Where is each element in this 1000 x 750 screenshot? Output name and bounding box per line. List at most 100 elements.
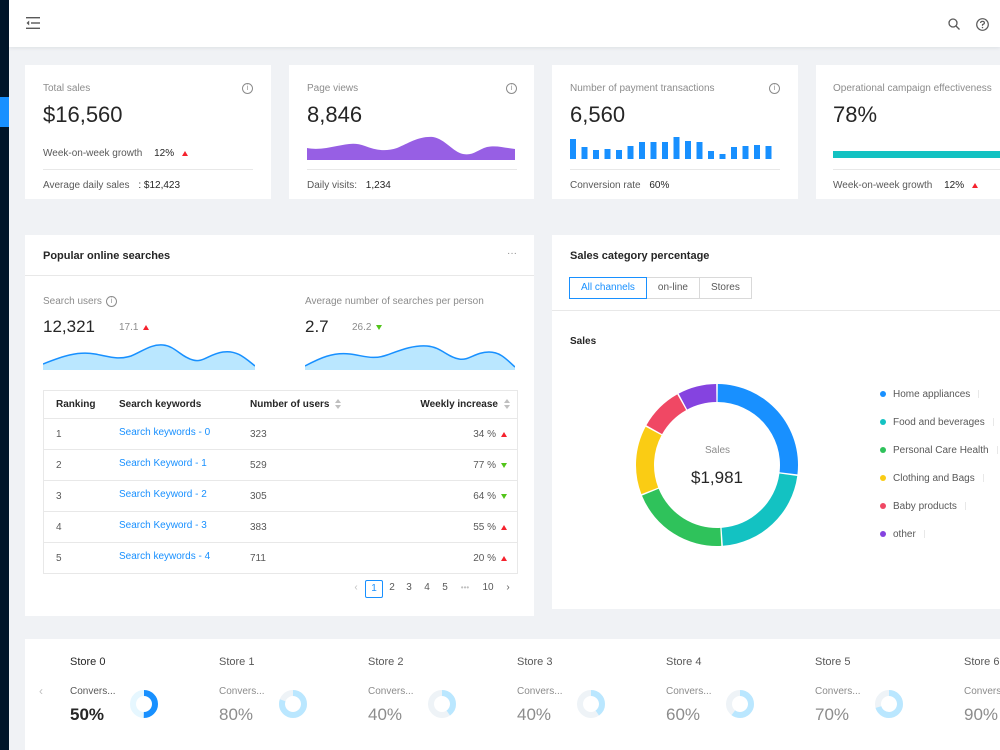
page-1-button[interactable]: 1 xyxy=(365,580,383,598)
donut-slice-home-appliances[interactable] xyxy=(717,384,798,475)
legend-dot xyxy=(880,447,886,454)
page-3-button[interactable]: 3 xyxy=(406,582,412,593)
sort-icon[interactable] xyxy=(504,399,510,410)
pagination-ellipsis[interactable]: ••• xyxy=(460,583,470,592)
campaign-wow-label: Week-on-week growth xyxy=(833,180,933,191)
store-conversion-ring xyxy=(130,690,158,718)
table-row: 2 Search Keyword - 1 529 77 % xyxy=(44,450,517,481)
tab-all-channels[interactable]: All channels xyxy=(569,277,647,299)
conversion-rate-value: 60% xyxy=(649,180,670,191)
sales-category-card: Sales category percentage All channels o… xyxy=(552,235,1000,609)
search-users-value: 12,321 xyxy=(43,317,95,336)
avg-searches-change-value: 26.2 xyxy=(352,322,372,333)
store-conversion-value: 80% xyxy=(219,705,254,724)
divider xyxy=(570,169,780,170)
donut-slice-food-and-beverages[interactable] xyxy=(721,473,798,546)
campaign-wow-value: 12% xyxy=(944,180,965,191)
daily-visits: Daily visits: 1,234 xyxy=(307,180,391,191)
donut-slice-baby-products[interactable] xyxy=(646,394,687,435)
store-conversion-label: Convers... xyxy=(219,686,265,697)
row-increase: 20 % xyxy=(473,553,507,564)
store-conversion-arc xyxy=(726,690,754,718)
tab-online[interactable]: on-line xyxy=(645,277,700,299)
store-conversion-ring xyxy=(428,690,456,718)
col-users[interactable]: Number of users xyxy=(250,399,342,410)
divider xyxy=(307,169,517,170)
page-2-button[interactable]: 2 xyxy=(389,582,395,593)
conversion-rate: Conversion rate 60% xyxy=(570,180,669,191)
info-circle-icon[interactable]: i xyxy=(769,83,780,94)
payment-bar xyxy=(570,139,576,159)
payments-bar-chart xyxy=(570,137,772,159)
col-weekly-increase-label: Weekly increase xyxy=(420,399,498,410)
page-10-button[interactable]: 10 xyxy=(482,582,494,593)
daily-visits-label: Daily visits: xyxy=(307,180,358,191)
col-users-label: Number of users xyxy=(250,399,330,410)
menu-fold-icon[interactable] xyxy=(26,16,40,30)
stores-prev-button[interactable]: ‹ xyxy=(39,684,43,698)
donut-slice-other[interactable] xyxy=(678,384,717,410)
store-tab-2[interactable]: Store 2 Convers... 40% xyxy=(368,639,517,749)
row-increase: 77 % xyxy=(473,460,507,471)
col-weekly-increase[interactable]: Weekly increase xyxy=(420,399,510,410)
legend-clothing-bags[interactable]: Clothing and Bags xyxy=(880,473,984,484)
legend-label: Food and beverages xyxy=(893,417,985,428)
store-conversion-ring xyxy=(875,690,903,718)
store-conversion-value: 40% xyxy=(368,705,403,724)
divider xyxy=(43,169,253,170)
question-circle-icon[interactable] xyxy=(976,18,989,31)
sort-icon[interactable] xyxy=(335,399,342,410)
donut-slice-personal-care-health[interactable] xyxy=(641,488,722,546)
legend-home-appliances[interactable]: Home appliances xyxy=(880,389,980,400)
prev-page-button[interactable]: ‹ xyxy=(354,582,358,593)
sales-category-title: Sales category percentage xyxy=(570,250,710,262)
payment-bar xyxy=(696,142,703,159)
legend-food-beverages[interactable]: Food and beverages xyxy=(880,417,994,428)
tab-stores[interactable]: Stores xyxy=(698,277,752,299)
store-conversion-label: Convers... xyxy=(70,686,116,697)
donut-slice-clothing-and-bags[interactable] xyxy=(636,426,662,495)
legend-other[interactable]: other xyxy=(880,529,925,540)
legend-dot xyxy=(880,475,886,482)
store-tab-1[interactable]: Store 1 Convers... 80% xyxy=(219,639,368,749)
store-tab-5[interactable]: Store 5 Convers... 70% xyxy=(815,639,964,749)
store-conversion-value: 60% xyxy=(666,705,701,724)
row-increase-value: 64 % xyxy=(473,491,496,502)
payment-bar xyxy=(765,146,772,159)
row-keyword-link[interactable]: Search Keyword - 2 xyxy=(119,489,207,500)
search-icon[interactable] xyxy=(948,18,960,30)
payment-bar xyxy=(754,145,760,159)
avg-searches-label: Average number of searches per person xyxy=(305,296,484,307)
row-increase: 34 % xyxy=(473,429,507,440)
row-keyword-link[interactable]: Search Keyword - 1 xyxy=(119,458,207,469)
page-5-button[interactable]: 5 xyxy=(442,582,448,593)
row-increase: 64 % xyxy=(473,491,507,502)
store-tab-4[interactable]: Store 4 Convers... 60% xyxy=(666,639,815,749)
row-rank: 2 xyxy=(56,460,62,471)
store-conversion-label: Convers... xyxy=(368,686,414,697)
store-name: Store 6 xyxy=(964,656,1000,668)
page-4-button[interactable]: 4 xyxy=(424,582,430,593)
stores-card: ‹ Store 0 Convers... 50% Store 1 Convers... 8… xyxy=(25,639,1000,750)
row-increase-value: 77 % xyxy=(473,460,496,471)
row-keyword-link[interactable]: Search Keyword - 3 xyxy=(119,520,207,531)
row-keyword-link[interactable]: Search keywords - 4 xyxy=(119,551,211,562)
info-circle-icon[interactable]: i xyxy=(242,83,253,94)
avg-searches-area-chart xyxy=(305,345,515,370)
info-circle-icon[interactable]: i xyxy=(106,296,117,307)
more-icon[interactable]: ··· xyxy=(507,248,517,259)
next-page-button[interactable]: › xyxy=(506,582,510,593)
store-tab-3[interactable]: Store 3 Convers... 40% xyxy=(517,639,666,749)
store-tab-6[interactable]: Store 6 Convers... 90% xyxy=(964,639,1000,749)
popular-searches-card: Popular online searches ··· Search users… xyxy=(25,235,534,616)
legend-baby-products[interactable]: Baby products xyxy=(880,501,966,512)
store-conversion-value: 70% xyxy=(815,705,850,724)
legend-personal-care[interactable]: Personal Care Health xyxy=(880,445,998,456)
legend-dot xyxy=(880,531,886,538)
info-circle-icon[interactable]: i xyxy=(506,83,517,94)
sider-selected-item[interactable] xyxy=(0,97,9,127)
caret-up-icon xyxy=(143,324,150,330)
row-keyword-link[interactable]: Search keywords - 0 xyxy=(119,427,211,438)
store-tab-0[interactable]: Store 0 Convers... 50% xyxy=(70,639,219,749)
avg-daily-sales-value: : $12,423 xyxy=(138,180,181,191)
